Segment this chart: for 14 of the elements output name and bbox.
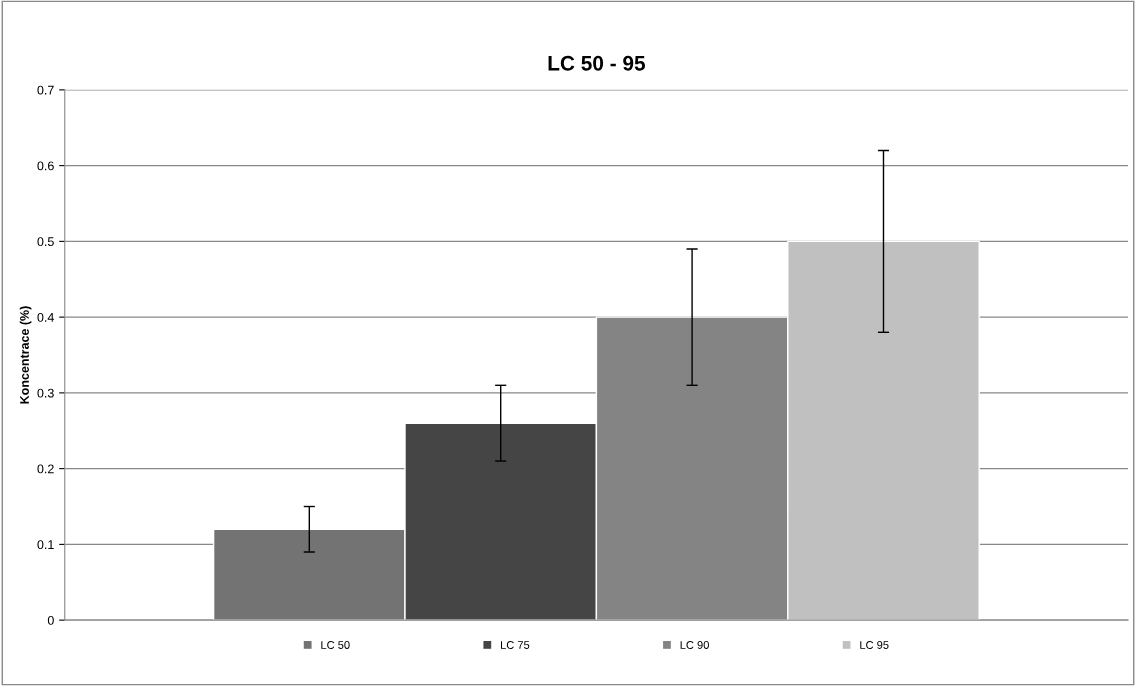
y-tick-label: 0.4	[37, 312, 54, 322]
chart-title: LC 50 - 95	[548, 55, 646, 71]
legend-label: LC 95	[860, 641, 889, 649]
y-tick-label: 0	[47, 615, 54, 625]
legend-label: LC 50	[321, 641, 350, 649]
legend-label: LC 75	[501, 641, 530, 649]
y-axis-title: Koncentrace (%)	[19, 306, 32, 404]
y-tick-label: 0.5	[37, 237, 54, 247]
y-tick-label: 0.2	[37, 464, 54, 474]
legend-label: LC 90	[680, 641, 709, 649]
y-tick-label: 0.7	[37, 85, 54, 95]
y-tick-label: 0.3	[37, 388, 54, 398]
y-tick-label: 0.6	[37, 161, 54, 171]
y-tick-label: 0.1	[37, 540, 54, 550]
